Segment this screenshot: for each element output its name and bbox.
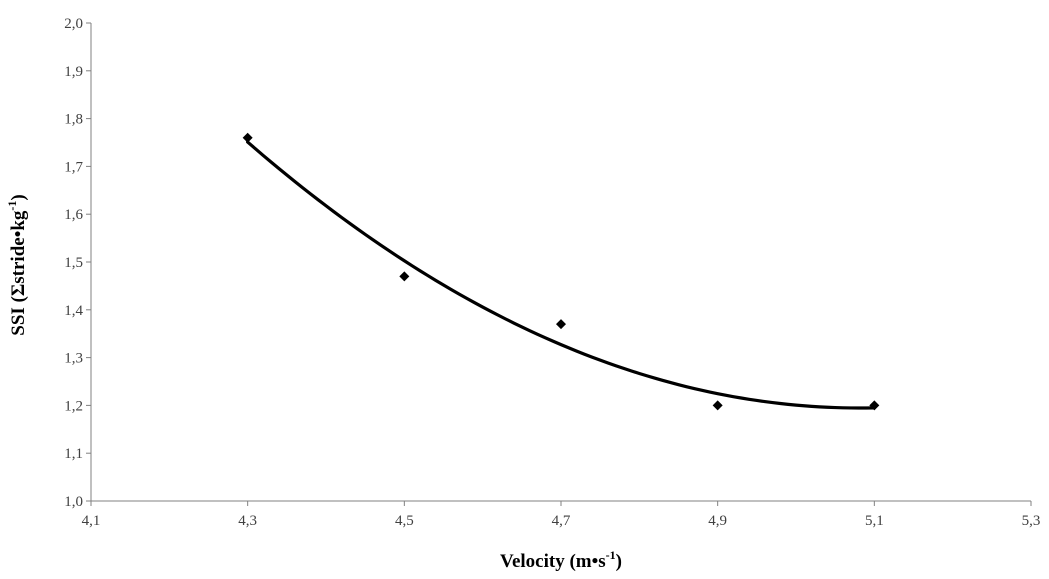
y-tick-label: 1,7	[64, 159, 83, 175]
x-tick-label: 4,1	[82, 513, 101, 529]
y-tick-label: 1,2	[64, 398, 83, 414]
y-axis-title: SSI (Σstride•kg-1)	[5, 194, 29, 336]
data-point	[869, 400, 880, 411]
x-tick-label: 4,9	[708, 513, 727, 529]
y-tick-label: 1,8	[64, 112, 83, 128]
x-axis-title: Velocity (m•s-1)	[500, 548, 622, 572]
data-points	[242, 132, 880, 411]
y-tick-label: 1,1	[64, 446, 83, 462]
x-tick-label: 4,3	[238, 513, 257, 529]
y-tick-label: 2,0	[64, 16, 83, 32]
y-axis: 1,0 1,1 1,2 1,3 1,4 1,5 1,6 1,7 1,8 1,9 2,0	[64, 16, 92, 510]
data-point	[712, 400, 723, 411]
trendline	[246, 140, 876, 410]
y-tick-label: 1,5	[64, 255, 83, 271]
x-tick-label: 5,1	[865, 513, 884, 529]
data-point	[556, 319, 566, 330]
y-tick-label: 1,0	[64, 494, 83, 510]
x-tick-label: 4,7	[552, 513, 571, 529]
data-point	[399, 271, 410, 282]
x-axis: 4,1 4,3 4,5 4,7 4,9 5,1 5,3	[82, 500, 1041, 529]
x-tick-label: 4,5	[395, 513, 414, 529]
y-tick-label: 1,6	[64, 207, 83, 223]
data-point	[242, 132, 253, 143]
y-tick-label: 1,3	[64, 351, 83, 367]
y-tick-label: 1,9	[64, 64, 83, 80]
y-tick-label: 1,4	[64, 303, 83, 319]
x-tick-label: 5,3	[1022, 513, 1041, 529]
trendline-group	[246, 140, 876, 410]
